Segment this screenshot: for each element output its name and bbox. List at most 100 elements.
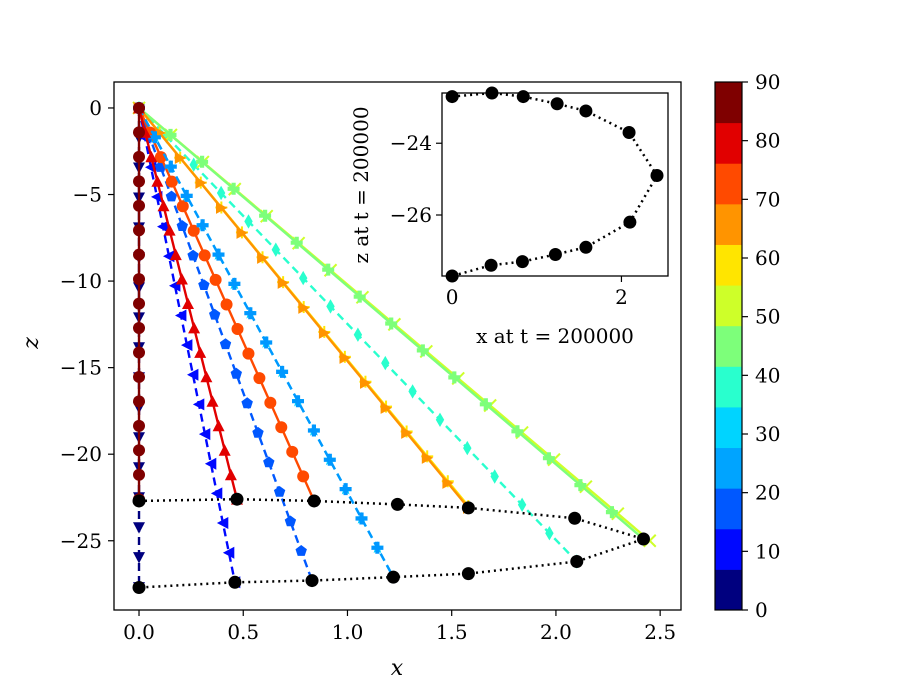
series-point [421,451,434,464]
series-point [133,468,146,481]
series-point [339,351,351,364]
series-point [133,419,146,432]
series-point [133,126,146,139]
series-point [206,395,219,407]
series-point [264,396,277,409]
series-12 [133,101,146,506]
series-point [253,372,266,385]
colorbar-tick-label: 80 [755,129,780,153]
series-point [574,479,587,492]
series-point [192,398,205,411]
inset-point [445,90,459,104]
series-point [339,483,352,496]
series-point [442,476,454,489]
series-point [175,273,188,285]
x-tick-label: 2.0 [540,620,572,644]
colorbar-segment [715,488,742,530]
series-point [187,224,200,237]
colorbar-tick-label: 60 [755,246,780,270]
series-point [169,248,182,261]
inset-point [485,86,499,100]
colorbar-tick-label: 90 [755,70,780,94]
series-point [290,236,303,249]
colorbar-segment [715,203,742,245]
inset-z-axis-label: z at t = 200000 [349,106,373,263]
series-point [133,150,146,163]
series-point [216,201,228,214]
series-point [151,175,164,187]
series-point [286,445,299,458]
series-point [242,347,255,360]
envelope-point [305,574,319,588]
series-point [165,190,178,202]
series-point [133,522,145,534]
inset-y-tick-label: −24 [390,131,432,155]
colorbar-tick-label: 20 [755,481,780,505]
series-point [297,470,310,483]
series-point [224,468,237,481]
colorbar-segment [715,528,742,570]
y-tick-label: −5 [73,183,102,207]
envelope-point [228,575,242,589]
series-point [187,249,199,261]
colorbar-tick-label: 10 [755,539,780,563]
series-point [133,370,146,383]
series-point [371,541,384,554]
inset-point [484,258,498,272]
series-point [216,517,229,529]
series-point [244,307,257,320]
series-point [463,440,472,456]
envelope-point [132,494,146,508]
inset-x-axis-label: x at t = 200000 [476,324,634,348]
colorbar-tick-label: 30 [755,422,780,446]
x-tick-label: 1.5 [436,620,468,644]
series-point [230,367,242,379]
series-point [212,419,225,432]
inset-point [516,90,530,104]
series-point [236,226,248,239]
series-point [260,336,273,349]
inset-point [548,247,562,261]
main-series-group [132,100,657,594]
envelope-point [132,580,146,594]
envelope-point [386,570,400,584]
series-point [318,326,331,339]
inset-point [622,125,636,139]
x-tick-label: 0.5 [227,620,259,644]
series-point [490,469,499,484]
series-point [196,155,209,168]
series-point [148,131,161,144]
series-point [605,506,618,519]
series-point [257,251,269,264]
series-point [259,209,272,222]
series-point [194,346,207,358]
colorbar-segment [715,285,742,327]
series-point [133,273,146,286]
colorbar-segment [715,447,742,489]
x-tick-label: 0.0 [123,620,155,644]
series-point [187,368,199,381]
series-point [176,200,189,213]
series-point [385,317,398,330]
series-point [545,526,554,541]
series-point [228,277,241,290]
y-tick-label: 0 [89,96,102,120]
series-point [133,444,146,457]
y-tick-label: −10 [60,269,102,293]
series-point [174,152,187,164]
series-point [189,157,198,172]
inset-point [650,169,664,183]
series-point [133,199,146,212]
series-point [284,515,297,527]
series-point [276,365,289,378]
envelope-point [391,497,404,511]
series-point [323,453,336,466]
series-point [479,398,492,411]
series-point [200,370,213,383]
colorbar-segment [715,569,742,611]
series-point [517,497,527,512]
series-point [209,273,222,286]
y-tick-label: −15 [60,356,102,380]
series-point [263,456,275,468]
